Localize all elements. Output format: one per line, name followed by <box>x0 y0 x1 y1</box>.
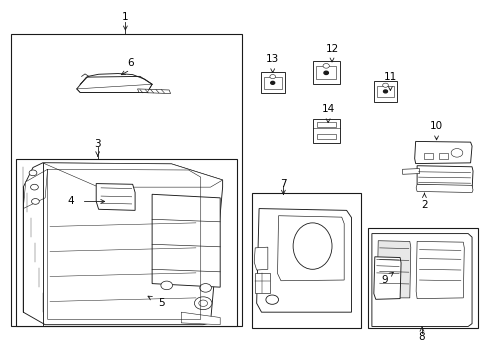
Circle shape <box>324 71 328 75</box>
Circle shape <box>200 284 211 292</box>
Bar <box>376 86 393 97</box>
Polygon shape <box>376 241 410 298</box>
Polygon shape <box>371 234 471 327</box>
Text: 13: 13 <box>265 54 279 64</box>
Polygon shape <box>77 76 152 93</box>
Text: 14: 14 <box>321 104 334 114</box>
Text: 4: 4 <box>67 197 74 206</box>
Polygon shape <box>137 89 170 94</box>
Polygon shape <box>415 184 472 193</box>
Text: 6: 6 <box>127 58 133 68</box>
Bar <box>316 122 335 127</box>
Polygon shape <box>373 81 396 102</box>
Bar <box>251 193 361 328</box>
Text: 1: 1 <box>122 13 128 22</box>
Text: 3: 3 <box>94 139 101 149</box>
Circle shape <box>450 149 462 157</box>
Polygon shape <box>23 163 222 325</box>
Text: 9: 9 <box>381 275 387 285</box>
Text: 7: 7 <box>280 179 286 189</box>
Bar <box>438 153 447 158</box>
Ellipse shape <box>292 223 331 269</box>
Bar <box>16 158 237 327</box>
Circle shape <box>30 184 38 190</box>
Polygon shape <box>277 216 344 281</box>
Polygon shape <box>255 273 269 293</box>
Circle shape <box>29 170 37 176</box>
Bar <box>316 134 335 139</box>
Polygon shape <box>152 194 220 287</box>
Text: 2: 2 <box>420 200 427 210</box>
Circle shape <box>270 81 274 84</box>
Polygon shape <box>42 163 222 187</box>
Polygon shape <box>96 184 135 210</box>
Polygon shape <box>312 118 339 143</box>
Circle shape <box>31 199 39 204</box>
Polygon shape <box>23 169 47 208</box>
Polygon shape <box>260 72 285 93</box>
Bar <box>11 33 242 327</box>
Circle shape <box>265 295 278 304</box>
Polygon shape <box>416 166 472 191</box>
Text: 11: 11 <box>383 72 396 82</box>
Circle shape <box>161 281 172 290</box>
Circle shape <box>269 75 275 79</box>
Circle shape <box>382 83 387 87</box>
Polygon shape <box>414 141 471 163</box>
Polygon shape <box>181 312 220 325</box>
Circle shape <box>383 90 386 93</box>
Bar <box>316 67 336 79</box>
Circle shape <box>199 300 207 306</box>
Text: 10: 10 <box>429 121 442 131</box>
Circle shape <box>323 64 329 68</box>
Text: 8: 8 <box>418 332 425 342</box>
Bar <box>263 77 281 89</box>
Polygon shape <box>373 257 400 299</box>
Polygon shape <box>312 61 339 85</box>
Polygon shape <box>256 208 351 312</box>
Bar <box>424 153 432 158</box>
Circle shape <box>194 297 211 310</box>
Polygon shape <box>402 168 419 174</box>
Text: 5: 5 <box>158 298 165 308</box>
Polygon shape <box>254 247 267 270</box>
Polygon shape <box>415 242 463 298</box>
Bar <box>368 228 477 328</box>
Text: 12: 12 <box>325 44 338 54</box>
